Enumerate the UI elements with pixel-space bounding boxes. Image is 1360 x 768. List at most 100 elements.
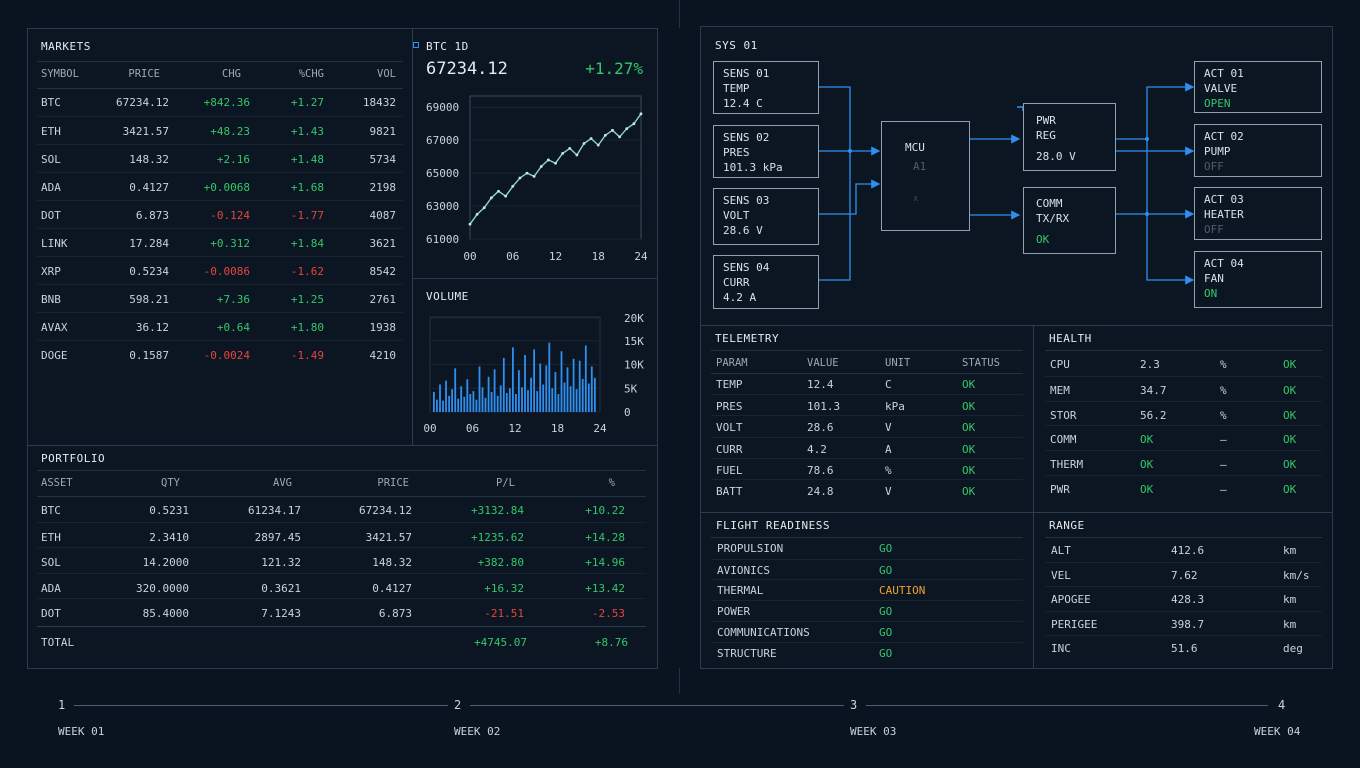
col-param[interactable]: PARAM	[716, 357, 748, 369]
col-value[interactable]: VALUE	[807, 357, 839, 369]
market-row[interactable]: ETH 3421.57 +48.23 +1.43 9821	[37, 116, 403, 144]
health-status: OK	[1283, 433, 1297, 447]
volume-bar	[548, 342, 551, 412]
volume-bar	[436, 399, 438, 412]
portfolio-pl: +16.32	[484, 581, 524, 595]
actuator-node-3[interactable]: ACT 03 HEATER OFF	[1194, 187, 1322, 240]
market-row[interactable]: BNB 598.21 +7.36 +1.25 2761	[37, 284, 403, 312]
market-chg: +0.312	[210, 237, 250, 250]
readiness-row[interactable]: PROPULSION GO	[711, 538, 1023, 559]
col-price[interactable]: PRICE	[377, 477, 409, 489]
col-symbol[interactable]: SYMBOL	[41, 68, 79, 80]
market-chg: +0.0068	[203, 181, 250, 194]
telemetry-row[interactable]: VOLT 28.6 V OK	[711, 415, 1023, 436]
range-row[interactable]: VEL 7.62 km/s	[1045, 562, 1322, 586]
range-value: 51.6	[1171, 641, 1198, 655]
col-asset[interactable]: ASSET	[41, 477, 73, 489]
price-point	[596, 143, 600, 147]
actuator-node-1[interactable]: ACT 01 VALVE OPEN	[1194, 61, 1322, 113]
col-pct[interactable]: %	[608, 477, 615, 489]
volume-bar	[445, 380, 447, 412]
col-pl[interactable]: P/L	[496, 477, 515, 489]
sensor-value: 28.6 V	[723, 224, 763, 237]
price-point	[504, 194, 508, 198]
trading-dashboard: MARKETS SYMBOL PRICE CHG %CHG VOL BTC 672…	[27, 28, 658, 669]
readiness-row[interactable]: POWER GO	[711, 600, 1023, 621]
telemetry-row[interactable]: CURR 4.2 A OK	[711, 436, 1023, 458]
volume-panel: VOLUME 20K 15K 10K 5K 0 00 06 12 18 24	[413, 279, 658, 445]
telemetry-row[interactable]: FUEL 78.6% OK	[711, 457, 1023, 479]
col-pctchg[interactable]: %CHG	[298, 68, 324, 80]
portfolio-price: 3421.57	[365, 530, 412, 544]
readiness-row[interactable]: AVIONICS GO	[711, 558, 1023, 580]
telemetry-row[interactable]: TEMP 12.4 C OK	[711, 373, 1023, 394]
range-row[interactable]: APOGEE 428.3 km	[1045, 586, 1322, 610]
volume-bar	[545, 365, 548, 412]
health-row[interactable]: CPU 2.3% OK	[1045, 351, 1322, 376]
col-chg[interactable]: CHG	[222, 68, 241, 80]
col-avg[interactable]: AVG	[273, 477, 292, 489]
sensor-name: SENS 03	[723, 194, 770, 207]
telemetry-panel: TELEMETRY PARAM VALUE UNIT STATUS TEMP 12…	[701, 326, 1033, 512]
volume-bar	[512, 347, 514, 412]
telemetry-status: OK	[962, 378, 976, 391]
portfolio-row[interactable]: DOT 85.4000 7.1243 6.873 -21.51 -2.53	[37, 598, 646, 624]
telemetry-row[interactable]: BATT 24.8 V OK	[711, 479, 1023, 500]
y-tick-label: 69000	[426, 101, 459, 114]
price-point	[639, 112, 643, 116]
readiness-row[interactable]: COMMUNICATIONS GO	[711, 620, 1023, 642]
sensor-node-1[interactable]: SENS 01 TEMP 12.4 C	[713, 61, 819, 114]
col-qty[interactable]: QTY	[161, 477, 180, 489]
range-row[interactable]: PERIGEE 398.7 km	[1045, 610, 1322, 635]
sensor-node-3[interactable]: SENS 03 VOLT 28.6 V	[713, 188, 819, 245]
health-row[interactable]: STOR 56.2% OK	[1045, 400, 1322, 426]
actuator-node-2[interactable]: ACT 02 PUMP OFF	[1194, 124, 1322, 177]
readiness-row[interactable]: STRUCTURE GO	[711, 641, 1023, 663]
market-row[interactable]: SOL 148.32 +2.16 +1.48 5734	[37, 144, 403, 172]
readiness-name: THERMAL	[717, 584, 764, 598]
portfolio-row[interactable]: ETH 2.3410 2897.45 3421.57 +1235.62 +14.28	[37, 521, 646, 548]
comm-node[interactable]: COMM TX/RX OK	[1023, 187, 1116, 254]
sensor-node-4[interactable]: SENS 04 CURR 4.2 A	[713, 255, 819, 309]
volume-bar	[575, 389, 578, 412]
sensor-value: 12.4 C	[723, 97, 763, 110]
actuator-node-4[interactable]: ACT 04 FAN ON	[1194, 251, 1322, 308]
range-row[interactable]: ALT 412.6 km	[1045, 538, 1322, 562]
range-row[interactable]: INC 51.6 deg	[1045, 634, 1322, 659]
telemetry-param: CURR	[716, 442, 743, 456]
pwr-node[interactable]: PWR REG 28.0 V	[1023, 103, 1116, 171]
market-row[interactable]: AVAX 36.12 +0.64 +1.80 1938	[37, 312, 403, 340]
col-status[interactable]: STATUS	[962, 357, 1000, 369]
health-row[interactable]: COMM OK – OK	[1045, 425, 1322, 450]
market-row[interactable]: XRP 0.5234 -0.0086 -1.62 8542	[37, 256, 403, 284]
x-tick-label: 00	[423, 422, 436, 435]
market-row[interactable]: ADA 0.4127 +0.0068 +1.68 2198	[37, 172, 403, 200]
mcu-node[interactable]: MCU A1 x	[881, 121, 970, 231]
range-unit: km	[1283, 617, 1297, 631]
telemetry-row[interactable]: PRES 101.3 kPa OK	[711, 394, 1023, 415]
market-vol: 4210	[369, 349, 397, 362]
market-chg: +48.23	[210, 125, 250, 138]
x-tick-label: 18	[551, 422, 564, 435]
col-unit[interactable]: UNIT	[885, 357, 911, 369]
portfolio-qty: 0.5231	[149, 504, 189, 517]
market-row[interactable]: LINK 17.284 +0.312 +1.84 3621	[37, 228, 403, 256]
market-row[interactable]: BTC 67234.12 +842.36 +1.27 18432	[37, 88, 403, 116]
sensor-value: 101.3 kPa	[723, 161, 783, 174]
health-row[interactable]: THERM OK – OK	[1045, 450, 1322, 475]
col-vol[interactable]: VOL	[377, 68, 396, 80]
market-row[interactable]: DOGE 0.1587 -0.0024 -1.49 4210	[37, 340, 403, 368]
portfolio-row[interactable]: BTC 0.5231 61234.17 67234.12 +3132.84 +10.22	[37, 496, 646, 522]
sensor-node-2[interactable]: SENS 02 PRES 101.3 kPa	[713, 125, 819, 178]
readiness-row[interactable]: THERMAL CAUTION	[711, 579, 1023, 600]
range-name: INC	[1051, 641, 1071, 655]
col-price[interactable]: PRICE	[128, 68, 160, 80]
health-row[interactable]: PWR OK – OK	[1045, 475, 1322, 500]
portfolio-row[interactable]: SOL 14.2000 121.32 148.32 +382.80 +14.96	[37, 547, 646, 573]
market-row[interactable]: DOT 6.873 -0.124 -1.77 4087	[37, 200, 403, 228]
volume-bar	[502, 357, 505, 412]
plot-frame	[469, 95, 642, 240]
portfolio-row[interactable]: ADA 320.0000 0.3621 0.4127 +16.32 +13.42	[37, 572, 646, 599]
readiness-status: GO	[879, 563, 893, 577]
health-row[interactable]: MEM 34.7% OK	[1045, 375, 1322, 401]
